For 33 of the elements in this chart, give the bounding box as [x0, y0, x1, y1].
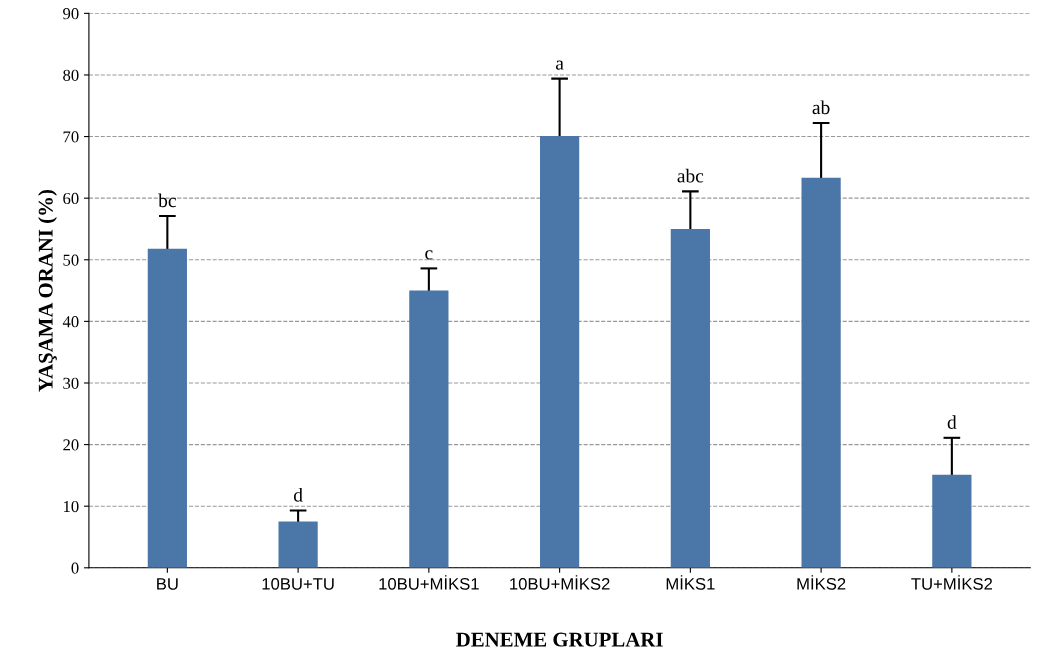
x-tick-label: TU+MİKS2 — [911, 575, 993, 590]
y-tick-label: 0 — [71, 562, 79, 574]
y-axis-title: YAŞAMA ORANI (%) — [38, 190, 57, 392]
annotation: d — [947, 415, 957, 429]
x-tick-label: BU — [157, 578, 178, 590]
bar — [932, 474, 972, 568]
y-tick-label: 80 — [63, 69, 79, 81]
bar — [278, 521, 318, 568]
bar — [670, 228, 710, 568]
annotation: bc — [158, 193, 176, 208]
x-tick-label: MİKS1 — [666, 575, 715, 590]
x-tick-label: MİKS2 — [797, 575, 846, 590]
y-tick-label: 30 — [63, 377, 79, 389]
bar — [409, 290, 449, 568]
x-tick-label: 10BU+TU — [262, 577, 334, 590]
y-tick-label: 20 — [63, 439, 79, 451]
annotation: d — [293, 487, 303, 502]
y-tick-label: 50 — [63, 254, 79, 266]
x-tick-label: 10BU+MİKS2 — [510, 575, 610, 590]
x-tick-label: 10BU+MİKS1 — [379, 575, 479, 590]
y-tick-label: 40 — [62, 316, 79, 328]
annotation: c — [425, 250, 433, 260]
annotation: ab — [812, 100, 830, 115]
bar — [147, 248, 187, 568]
bar — [540, 135, 580, 568]
x-axis-title: DENEME GRUPLARI — [456, 632, 663, 647]
y-tick-label: 60 — [63, 192, 79, 205]
bar — [801, 177, 841, 568]
y-tick-label: 70 — [63, 131, 79, 143]
y-tick-label: 10 — [63, 500, 79, 513]
y-tick-label: 90 — [63, 8, 79, 20]
annotation: abc — [677, 168, 704, 183]
annotation: a — [555, 60, 564, 70]
